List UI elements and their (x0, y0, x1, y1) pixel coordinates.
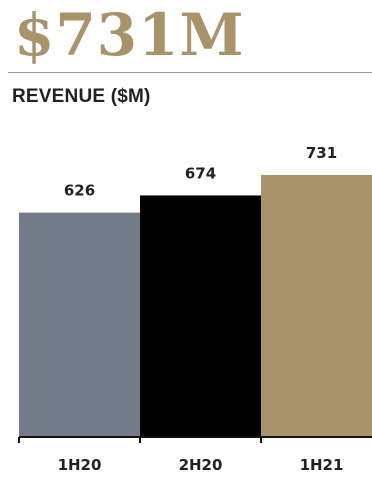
divider (8, 72, 372, 73)
headline-value: $731M (14, 1, 245, 69)
data-label-1h20: 626 (64, 182, 95, 200)
tick-label-1h21: 1H21 (300, 456, 344, 474)
labels-group: 626 1H20 674 2H20 731 1H21 (58, 144, 344, 474)
tick-label-1h20: 1H20 (58, 456, 102, 474)
data-label-1h21: 731 (306, 144, 337, 162)
data-label-2h20: 674 (185, 164, 216, 182)
bars-group (19, 175, 372, 437)
bar-1h20 (19, 212, 140, 437)
chart-title: REVENUE ($M) (12, 86, 151, 107)
tick-label-2h20: 2H20 (179, 456, 223, 474)
bar-2h20 (140, 195, 261, 437)
bar-1h21 (261, 175, 372, 437)
axis-ticks (18, 437, 262, 443)
